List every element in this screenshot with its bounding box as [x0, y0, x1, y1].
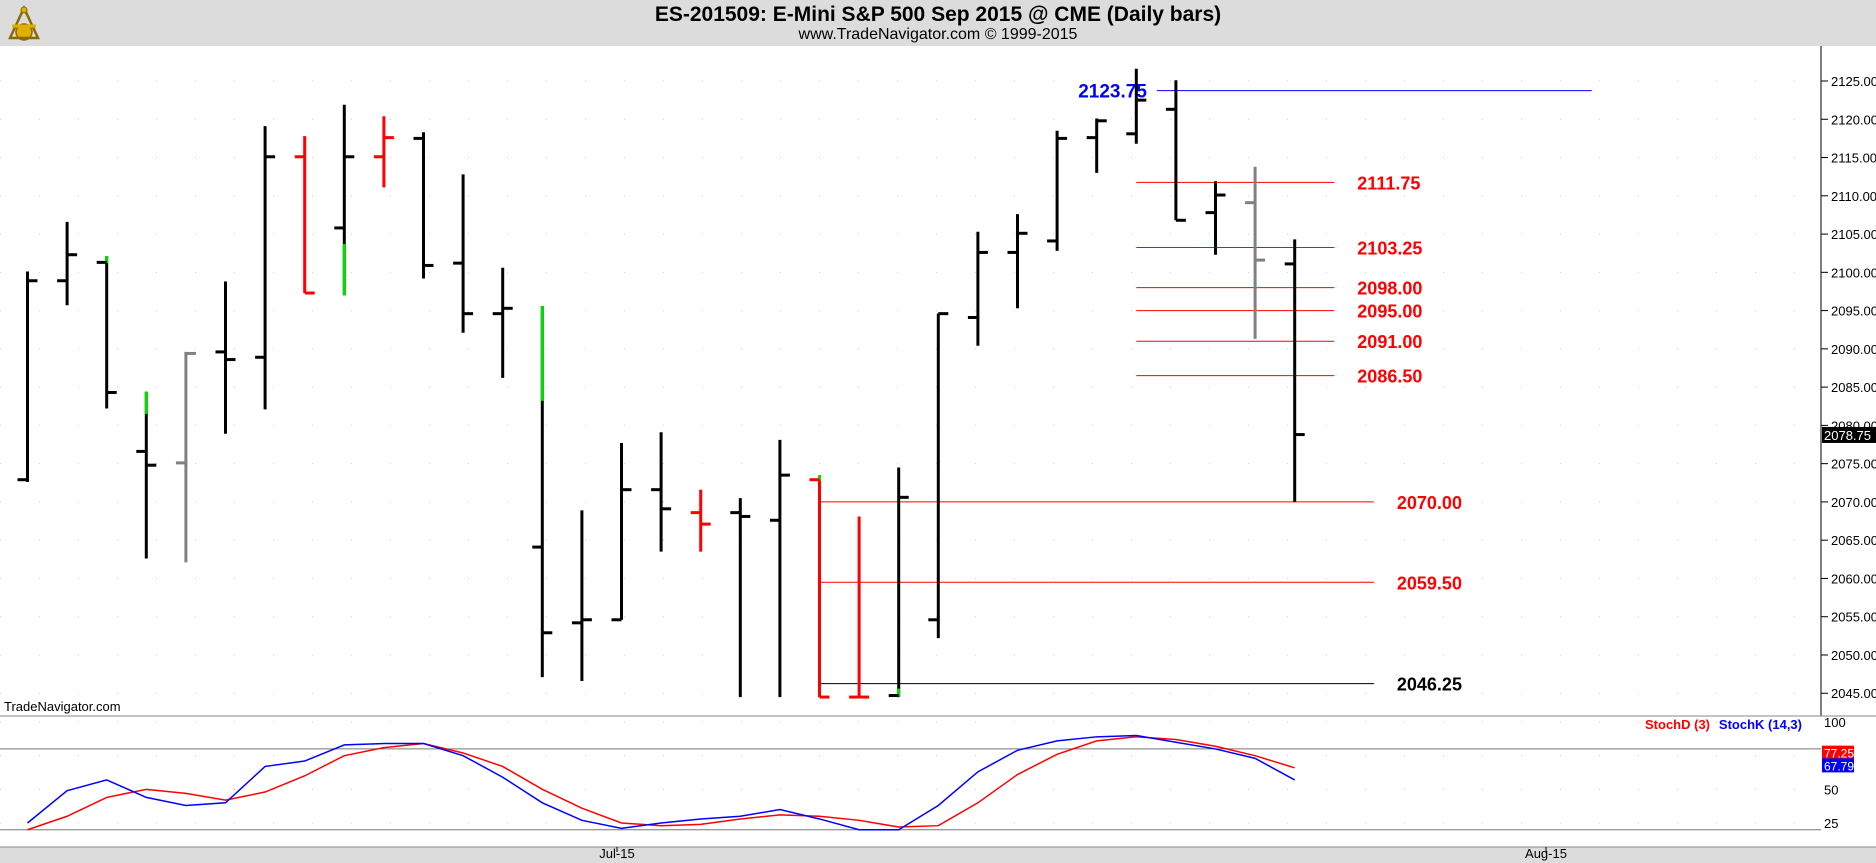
- ohlc-bar: [769, 439, 790, 698]
- ohlc-bar: [690, 489, 711, 552]
- ohlc-bars: [17, 68, 1305, 699]
- ohlc-bar: [96, 256, 117, 409]
- ohlc-bar: [215, 281, 236, 434]
- stochastic-plot-area: [0, 716, 1821, 847]
- level-label: 2098.00: [1357, 279, 1422, 299]
- stoch-k-value-label: 67.79: [1824, 759, 1854, 773]
- price-tick-label: 2110.00: [1831, 189, 1876, 204]
- chart-header: ES-201509: E-Mini S&P 500 Sep 2015 @ CME…: [0, 0, 1876, 46]
- level-label: 2059.50: [1397, 573, 1462, 593]
- ohlc-bar: [1205, 181, 1226, 255]
- ohlc-bar: [492, 267, 513, 378]
- stoch-d-line: [27, 736, 1295, 831]
- ohlc-bar: [1086, 118, 1107, 173]
- price-tick-label: 2070.00: [1831, 495, 1876, 510]
- stoch-k-line: [27, 734, 1296, 831]
- price-plot-area: [0, 46, 1821, 716]
- level-label: 2070.00: [1397, 493, 1462, 513]
- price-tick-label: 2060.00: [1831, 571, 1876, 586]
- price-tick-label: 2050.00: [1831, 648, 1876, 663]
- level-label: 2123.75: [1078, 82, 1147, 103]
- price-tick-label: 2125.00: [1831, 74, 1876, 89]
- ohlc-bar: [532, 305, 553, 678]
- ohlc-bar: [1284, 239, 1305, 502]
- price-tick-label: 2055.00: [1831, 610, 1876, 625]
- ohlc-bar: [294, 136, 315, 295]
- watermark: TradeNavigator.com: [4, 699, 121, 714]
- ohlc-bar: [571, 510, 592, 681]
- stochastic-grid: [0, 721, 1821, 831]
- ohlc-bar: [453, 174, 474, 333]
- stochastic-lines: [27, 734, 1296, 831]
- chart-title: ES-201509: E-Mini S&P 500 Sep 2015 @ CME…: [654, 3, 1222, 26]
- level-label: 2086.50: [1357, 367, 1422, 387]
- price-tick-label: 2100.00: [1831, 265, 1876, 280]
- ohlc-bar: [413, 132, 434, 279]
- x-axis: Jul-15 Aug-15: [599, 846, 1567, 861]
- ohlc-bar: [57, 221, 78, 306]
- ohlc-bar: [334, 104, 355, 296]
- price-axis: 2125.00 2120.00 2115.00 2110.00 2105.00 2100.…: [1821, 74, 1876, 701]
- ohlc-bar: [1126, 68, 1147, 144]
- price-tick-label: 2075.00: [1831, 457, 1876, 472]
- legend-stoch-d: StochD (3): [1645, 717, 1710, 732]
- price-tick-label: 2090.00: [1831, 342, 1876, 357]
- ohlc-bar: [255, 126, 276, 410]
- stochastic-tick-label: 100: [1824, 715, 1846, 730]
- price-tick-label: 2095.00: [1831, 304, 1876, 319]
- ohlc-bar: [1245, 166, 1266, 339]
- legend-stoch-k: StochK (14,3): [1719, 717, 1802, 732]
- price-tick-label: 2115.00: [1831, 151, 1876, 166]
- last-price-label: 2078.75: [1824, 428, 1871, 443]
- price-tick-label: 2045.00: [1831, 686, 1876, 701]
- level-label: 2091.00: [1357, 332, 1422, 352]
- stoch-k-value-marker: [1822, 758, 1854, 773]
- ohlc-bar: [1047, 130, 1068, 251]
- x-tick-label: Aug-15: [1525, 846, 1567, 861]
- stochastic-axis-area: [1821, 716, 1876, 847]
- price-axis-area: [1821, 46, 1876, 716]
- x-tick-label: Jul-15: [599, 846, 634, 861]
- stoch-d-value-label: 77.25: [1824, 747, 1854, 761]
- ohlc-bar: [809, 475, 830, 699]
- ohlc-bar: [1165, 80, 1186, 222]
- trade-navigator-logo-icon: [8, 5, 40, 41]
- stoch-d-value-marker: [1822, 745, 1854, 760]
- price-tick-label: 2065.00: [1831, 533, 1876, 548]
- last-price-marker: [1822, 426, 1876, 443]
- level-label: 2103.25: [1357, 238, 1422, 258]
- stochastic-legend: StochD (3) StochK (14,3): [1645, 717, 1802, 732]
- ohlc-bar: [967, 231, 988, 346]
- ohlc-bar: [373, 116, 394, 188]
- stochastic-tick-label: 50: [1824, 782, 1838, 797]
- ohlc-bar: [730, 498, 751, 698]
- ohlc-bar: [136, 391, 157, 559]
- ohlc-bar: [1007, 214, 1028, 309]
- level-label: 2111.75: [1357, 173, 1420, 193]
- price-tick-label: 2120.00: [1831, 112, 1876, 127]
- ohlc-bar: [888, 467, 909, 698]
- price-levels: 2123.75 2111.75 2103.25 2098.00 2095.00 2091.…: [819, 82, 1592, 695]
- ohlc-bar: [611, 442, 632, 622]
- ohlc-bar: [849, 516, 870, 699]
- ohlc-bar: [175, 351, 196, 563]
- level-label: 2046.25: [1397, 675, 1462, 695]
- price-tick-label: 2105.00: [1831, 227, 1876, 242]
- level-label: 2095.00: [1357, 302, 1422, 322]
- ohlc-bar: [651, 432, 672, 552]
- price-tick-label: 2085.00: [1831, 380, 1876, 395]
- chart-subtitle: www.TradeNavigator.com © 1999-2015: [798, 26, 1078, 43]
- stochastic-tick-label: 25: [1824, 816, 1838, 831]
- ohlc-bar: [928, 312, 949, 639]
- ohlc-bar: [17, 271, 38, 483]
